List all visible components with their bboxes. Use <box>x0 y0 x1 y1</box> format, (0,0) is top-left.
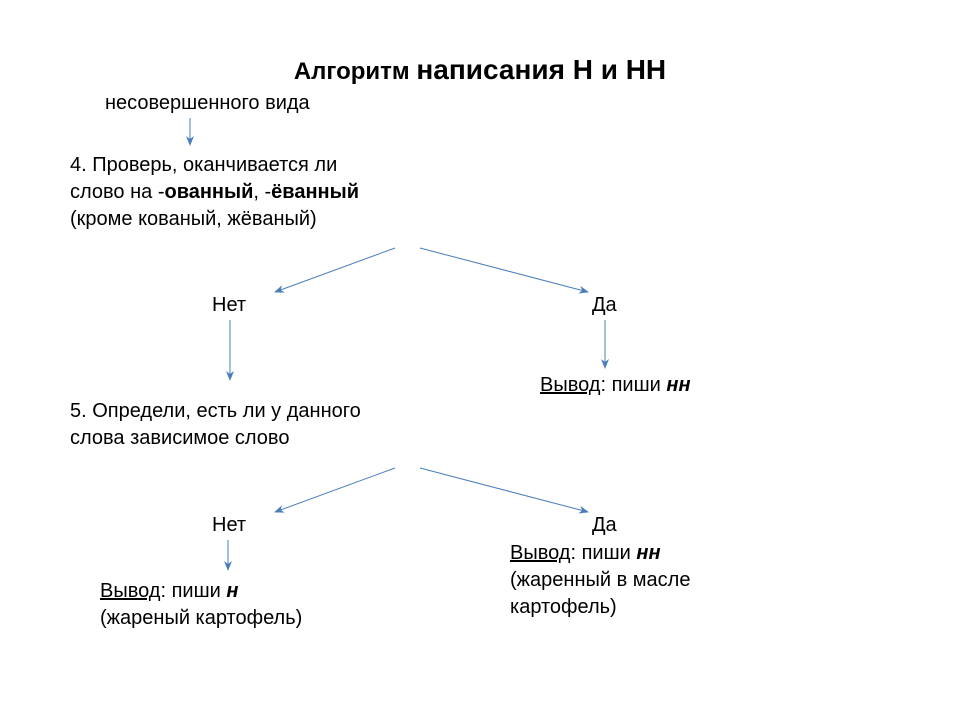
step4-line2: слово на -ованный, -ёванный <box>70 179 359 206</box>
branch1-yes: Да <box>592 292 617 319</box>
branch1-yes-conclusion-c: нн <box>666 374 690 396</box>
page-title: Алгоритм написания Н и НН <box>0 54 960 86</box>
branch1-yes-conclusion-b: : пиши <box>600 374 666 396</box>
branch2-yes-conclusion-line1: Вывод: пиши нн <box>510 540 690 567</box>
step4-line2-a: слово на - <box>70 181 164 203</box>
branch2-no-conclusion: Вывод: пиши н (жареный картофель) <box>100 578 302 632</box>
branch2-no-conclusion-c: н <box>226 580 238 602</box>
branch2-yes: Да <box>592 512 617 539</box>
step4-line2-b: ованный <box>164 181 253 203</box>
step4-line2-c: , - <box>253 181 271 203</box>
branch2-yes-conclusion-b: : пиши <box>570 542 636 564</box>
step5-block: 5. Определи, есть ли у данного слова зав… <box>70 398 361 452</box>
branch1-no: Нет <box>212 292 246 319</box>
branch1-yes-conclusion: Вывод: пиши нн <box>540 372 691 399</box>
branch2-no-conclusion-a: Вывод <box>100 580 160 602</box>
branch2-yes-conclusion-ex1: (жаренный в масле <box>510 567 690 594</box>
title-part2: написания Н и НН <box>416 54 666 85</box>
branch2-no: Нет <box>212 512 246 539</box>
step5-line1: 5. Определи, есть ли у данного <box>70 398 361 425</box>
branch1-yes-conclusion-a: Вывод <box>540 374 600 396</box>
title-part1: Алгоритм <box>294 58 417 85</box>
step4-line3: (кроме кованый, жёваный) <box>70 206 359 233</box>
branch2-yes-conclusion: Вывод: пиши нн (жаренный в масле картофе… <box>510 540 690 621</box>
branch2-yes-conclusion-a: Вывод <box>510 542 570 564</box>
step5-line2: слова зависимое слово <box>70 425 361 452</box>
branch2-yes-conclusion-c: нн <box>636 542 660 564</box>
branch2-no-conclusion-ex: (жареный картофель) <box>100 605 302 632</box>
branch2-no-conclusion-line1: Вывод: пиши н <box>100 578 302 605</box>
step4-line1: 4. Проверь, оканчивается ли <box>70 152 359 179</box>
step4-line2-d: ёванный <box>271 181 359 203</box>
subtitle: несовершенного вида <box>105 90 310 117</box>
branch2-yes-conclusion-ex2: картофель) <box>510 594 690 621</box>
branch2-no-conclusion-b: : пиши <box>160 580 226 602</box>
step4-block: 4. Проверь, оканчивается ли слово на -ов… <box>70 152 359 233</box>
